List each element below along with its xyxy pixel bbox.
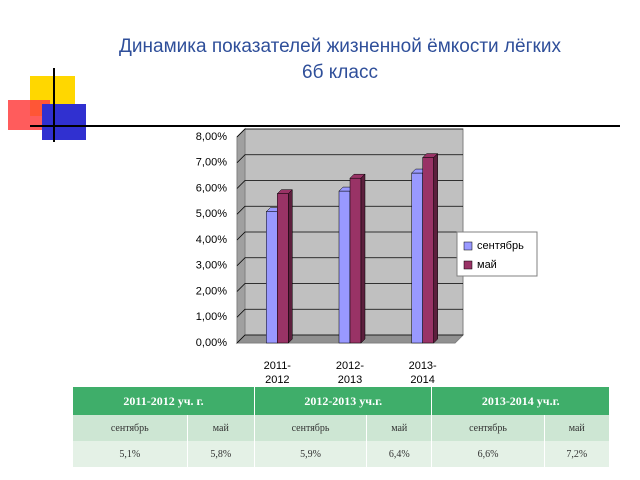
bar-front <box>266 211 278 344</box>
grid-line <box>236 154 463 164</box>
y-tick-label: 1,00% <box>196 311 227 323</box>
table-cell: 6,4% <box>366 441 433 467</box>
legend-label: май <box>477 259 497 271</box>
table-cell: май <box>366 415 433 441</box>
decoration <box>8 68 620 142</box>
grid-line <box>236 283 463 292</box>
grid-line <box>236 308 463 318</box>
table-cell: 7,2% <box>544 441 611 467</box>
bar-side <box>433 152 438 344</box>
y-tick-label: 5,00% <box>196 208 227 220</box>
table-cell: 6,6% <box>431 441 545 467</box>
table-cell: сентябрь <box>73 415 188 441</box>
table-cell: май <box>187 415 256 441</box>
bar-front <box>349 177 362 344</box>
table-header: 2012-2013 уч.г. <box>254 387 433 415</box>
table-cell: 5,8% <box>187 441 256 467</box>
bar-front <box>277 193 289 344</box>
y-tick-label: 0,00% <box>196 337 227 349</box>
grid-line <box>236 180 463 189</box>
title: Динамика показателей жизненной ёмкости л… <box>119 36 561 57</box>
table-cell: сентябрь <box>254 415 368 441</box>
table-cell: 5,1% <box>73 441 188 467</box>
grid-line <box>236 257 463 267</box>
x-tick-label: 2012-2013 <box>335 360 365 386</box>
y-tick-label: 7,00% <box>196 157 227 169</box>
legend-box <box>456 231 538 277</box>
bar-front <box>411 172 423 344</box>
bar <box>422 152 439 344</box>
legend-swatch <box>463 241 473 251</box>
data-table: 2011-2012 уч. г. 2012-2013 уч.г. 2013-2014… <box>73 387 611 467</box>
bar-side <box>288 189 293 344</box>
bar-side <box>360 173 366 344</box>
y-tick-label: 3,00% <box>196 260 227 272</box>
table-cell: 5,9% <box>254 441 368 467</box>
legend-swatch <box>463 260 473 270</box>
table-header: 2011-2012 уч. г. <box>73 387 256 415</box>
y-tick-label: 8,00% <box>196 131 227 143</box>
table-cell: май <box>544 415 611 441</box>
grid-line <box>236 205 463 215</box>
subtitle: 6б класс <box>302 62 378 83</box>
table-cell: сентябрь <box>431 415 545 441</box>
bar <box>276 189 293 344</box>
legend: сентябрь май <box>456 231 538 277</box>
y-tick-label: 6,00% <box>196 182 227 194</box>
y-tick-label: 4,00% <box>196 234 227 246</box>
x-tick-label: 2011-2012 <box>263 360 291 386</box>
table-header: 2013-2014 уч.г. <box>431 387 610 415</box>
bar-front <box>422 157 434 344</box>
bar <box>349 173 366 344</box>
grid-line <box>236 231 463 241</box>
x-tick-label: 2013-2014 <box>408 360 437 386</box>
grid-line <box>236 128 463 138</box>
grid-line <box>236 334 463 344</box>
bar-front <box>338 190 351 344</box>
legend-label: сентябрь <box>477 240 524 252</box>
y-tick-label: 2,00% <box>196 285 227 297</box>
